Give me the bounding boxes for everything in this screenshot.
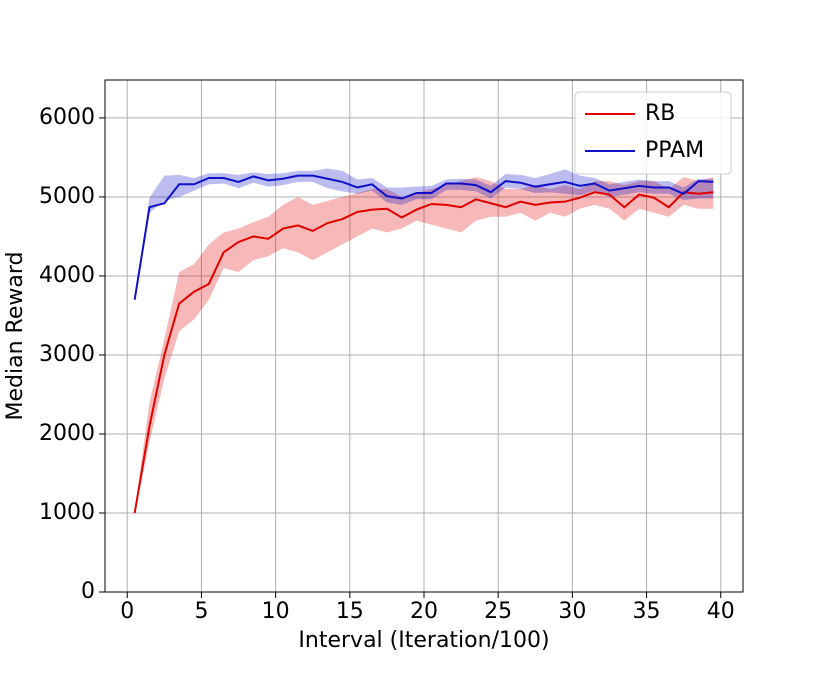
y-tick-label: 0 [81, 579, 95, 604]
y-tick-label: 3000 [39, 342, 95, 367]
y-tick-label: 2000 [39, 421, 95, 446]
line [133, 174, 714, 300]
x-tick-label: 0 [120, 599, 134, 624]
x-tick-label: 10 [262, 599, 290, 624]
x-tick-label: 15 [336, 599, 364, 624]
legend-label: RB [645, 101, 675, 126]
x-tick-label: 40 [707, 599, 735, 624]
x-tick-label: 30 [558, 599, 586, 624]
error-band [134, 168, 714, 301]
y-tick-label: 4000 [39, 263, 95, 288]
y-tick-label: 5000 [39, 184, 95, 209]
x-tick-label: 5 [194, 599, 208, 624]
y-tick-label: 6000 [39, 105, 95, 130]
x-tick-label: 35 [633, 599, 661, 624]
plot-frame [104, 79, 744, 593]
line [133, 191, 714, 514]
x-tick-label: 25 [484, 599, 512, 624]
y-tick-label: 1000 [39, 500, 95, 525]
error-band [134, 177, 714, 515]
x-tick-label: 20 [410, 599, 438, 624]
legend-box [574, 91, 732, 175]
legend-label: PPAM [645, 138, 704, 163]
x-axis-label: Interval (Iteration/100) [298, 628, 549, 653]
y-axis-label: Median Reward [3, 252, 28, 421]
